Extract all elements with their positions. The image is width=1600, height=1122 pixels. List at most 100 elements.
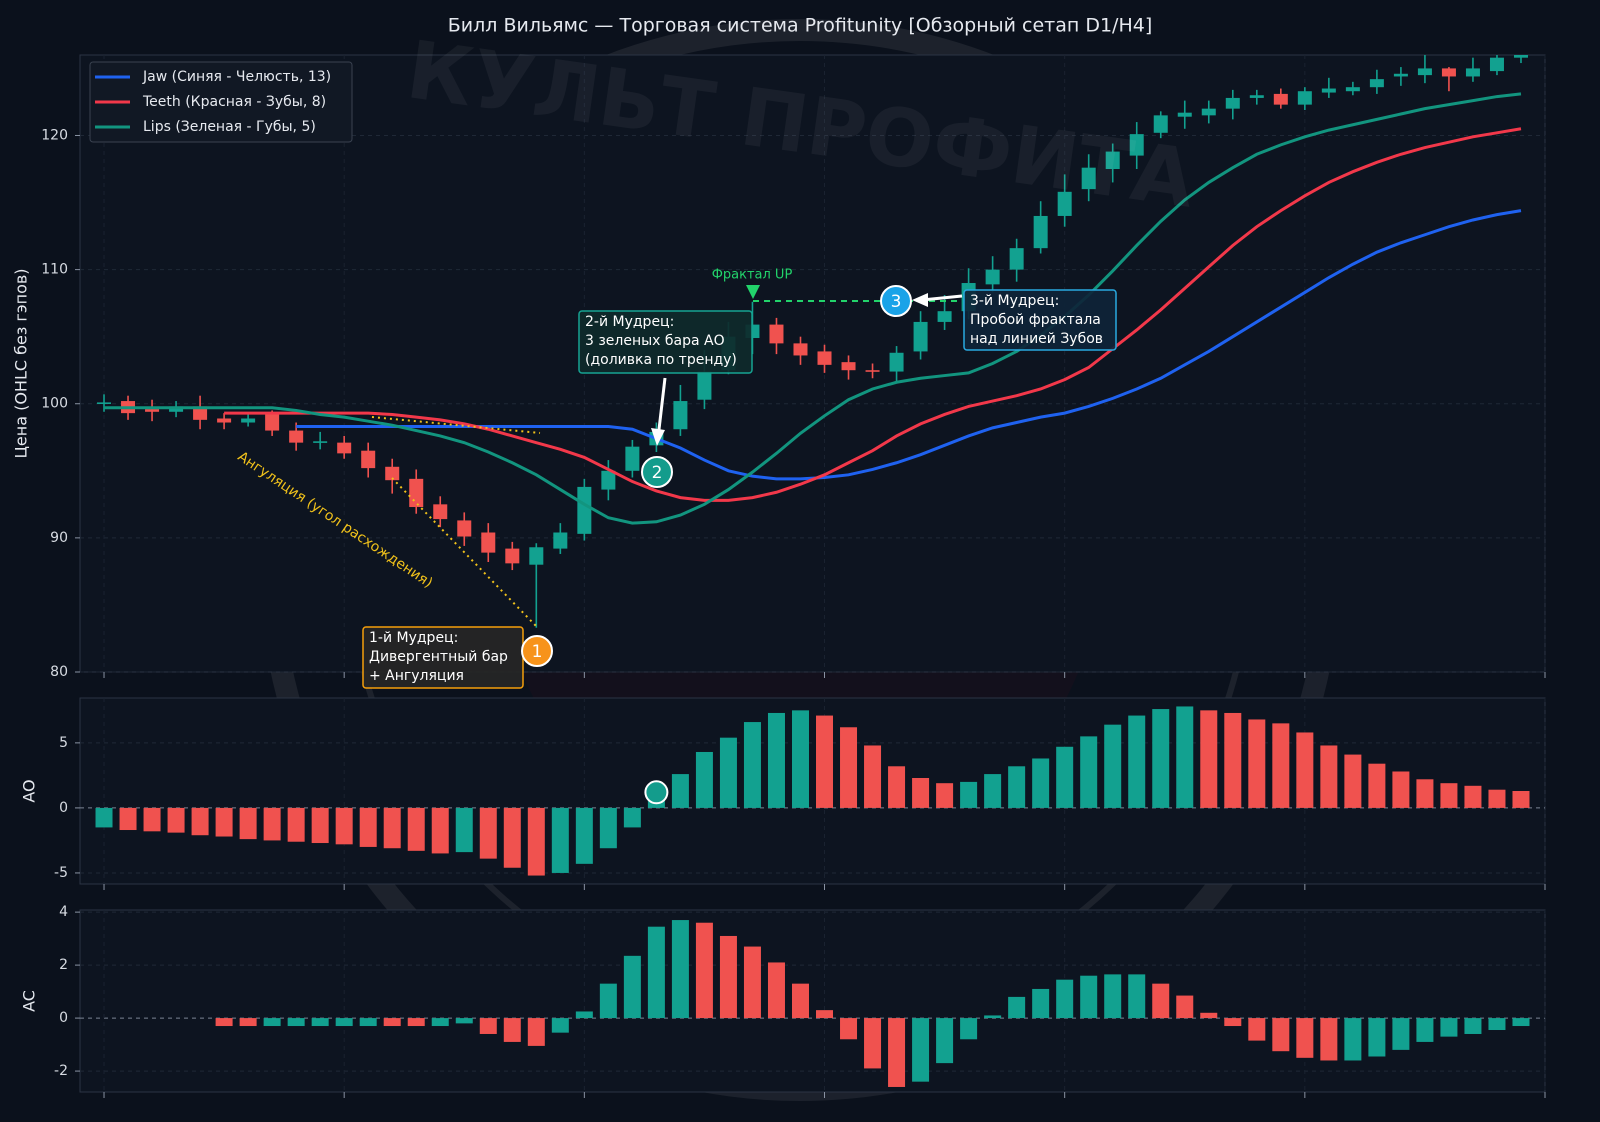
candle-body — [1009, 248, 1024, 270]
bar — [1272, 723, 1290, 808]
bar — [767, 712, 785, 808]
bar — [936, 783, 954, 808]
alligator-line — [104, 92, 1522, 525]
candle-body — [553, 532, 568, 549]
bar — [1392, 1018, 1410, 1050]
bar — [719, 935, 737, 1019]
candle-body — [337, 442, 352, 454]
bar — [215, 807, 233, 837]
candle-body — [865, 370, 880, 372]
bar — [215, 1018, 233, 1027]
bar — [695, 922, 713, 1019]
bar — [1296, 1018, 1314, 1058]
bar — [864, 745, 882, 808]
candle-body — [241, 418, 256, 423]
candle-body — [217, 418, 232, 423]
candle-body — [1297, 91, 1312, 105]
bar — [1272, 1018, 1290, 1052]
candle-body — [1489, 57, 1504, 72]
y-tick-label: 2 — [59, 957, 68, 973]
candle-body — [937, 311, 952, 322]
annotation-text: 3-й Мудрец: — [970, 293, 1059, 309]
candle-body — [577, 486, 592, 534]
candle-body — [145, 409, 160, 412]
bar — [1440, 783, 1458, 808]
candle-body — [313, 441, 328, 443]
bar — [840, 727, 858, 808]
bar — [1416, 779, 1434, 808]
legend-box — [89, 61, 353, 143]
bar — [383, 807, 401, 849]
bar — [1200, 710, 1218, 808]
bar — [816, 1010, 834, 1019]
bar — [791, 983, 809, 1019]
bar — [960, 781, 978, 808]
bar — [1176, 995, 1194, 1019]
candle-body — [1345, 87, 1360, 92]
bar — [936, 1018, 954, 1064]
bar — [695, 751, 713, 808]
bar — [1080, 736, 1098, 808]
candle-body — [625, 446, 640, 471]
candle-body — [1081, 167, 1096, 190]
bar — [1512, 791, 1530, 808]
bar — [551, 807, 569, 873]
candle-body — [889, 352, 904, 372]
bar — [575, 807, 593, 864]
bar — [1152, 709, 1170, 808]
bar — [1104, 724, 1122, 808]
y-tick-label: -5 — [54, 865, 68, 881]
candle-body — [1129, 134, 1144, 156]
bar — [479, 807, 497, 859]
candle-body — [1057, 191, 1072, 216]
bar — [1392, 771, 1410, 808]
fractal-marker — [746, 285, 760, 299]
bar — [623, 807, 641, 828]
y-axis-label: Цена (OHLC без гэпов) — [12, 268, 31, 458]
candle-body — [409, 478, 424, 508]
candle-body — [1513, 55, 1528, 58]
candle-body — [1177, 112, 1192, 117]
candle-body — [1417, 68, 1432, 76]
alligator-line — [224, 127, 1522, 502]
bar — [191, 807, 209, 836]
y-axis-label: AO — [20, 779, 39, 802]
bar — [335, 807, 353, 845]
annotation-text: + Ангуляция — [369, 668, 464, 684]
candle-body — [1369, 79, 1384, 88]
bar — [647, 926, 665, 1019]
candle-body — [1465, 68, 1480, 77]
bar — [311, 807, 329, 844]
bar — [1056, 746, 1074, 808]
bar — [407, 1018, 425, 1027]
alligator-line — [296, 209, 1522, 481]
angulation-line — [371, 416, 541, 434]
bar — [1296, 732, 1314, 808]
bar — [1248, 719, 1266, 808]
bar — [767, 962, 785, 1019]
bar — [1008, 996, 1026, 1019]
candle-body — [1441, 68, 1456, 77]
bar — [1080, 975, 1098, 1019]
sage-marker — [641, 456, 673, 488]
y-tick-label: 0 — [59, 1010, 68, 1026]
candle-body — [673, 401, 688, 430]
y-tick-label: 5 — [59, 735, 68, 751]
candle-body — [481, 532, 496, 553]
bar — [479, 1018, 497, 1034]
candle-body — [793, 343, 808, 356]
bar — [1488, 789, 1506, 808]
candle-body — [193, 406, 208, 420]
bar — [743, 722, 761, 808]
bar — [311, 1018, 329, 1027]
annotation-box — [963, 289, 1117, 351]
bar — [335, 1018, 353, 1027]
bar — [984, 1015, 1002, 1019]
bar — [431, 807, 449, 854]
bar — [1248, 1018, 1266, 1041]
candle-body — [601, 470, 616, 490]
y-tick-label: -2 — [54, 1063, 68, 1079]
bar — [383, 1018, 401, 1027]
candle-body — [1033, 215, 1048, 249]
